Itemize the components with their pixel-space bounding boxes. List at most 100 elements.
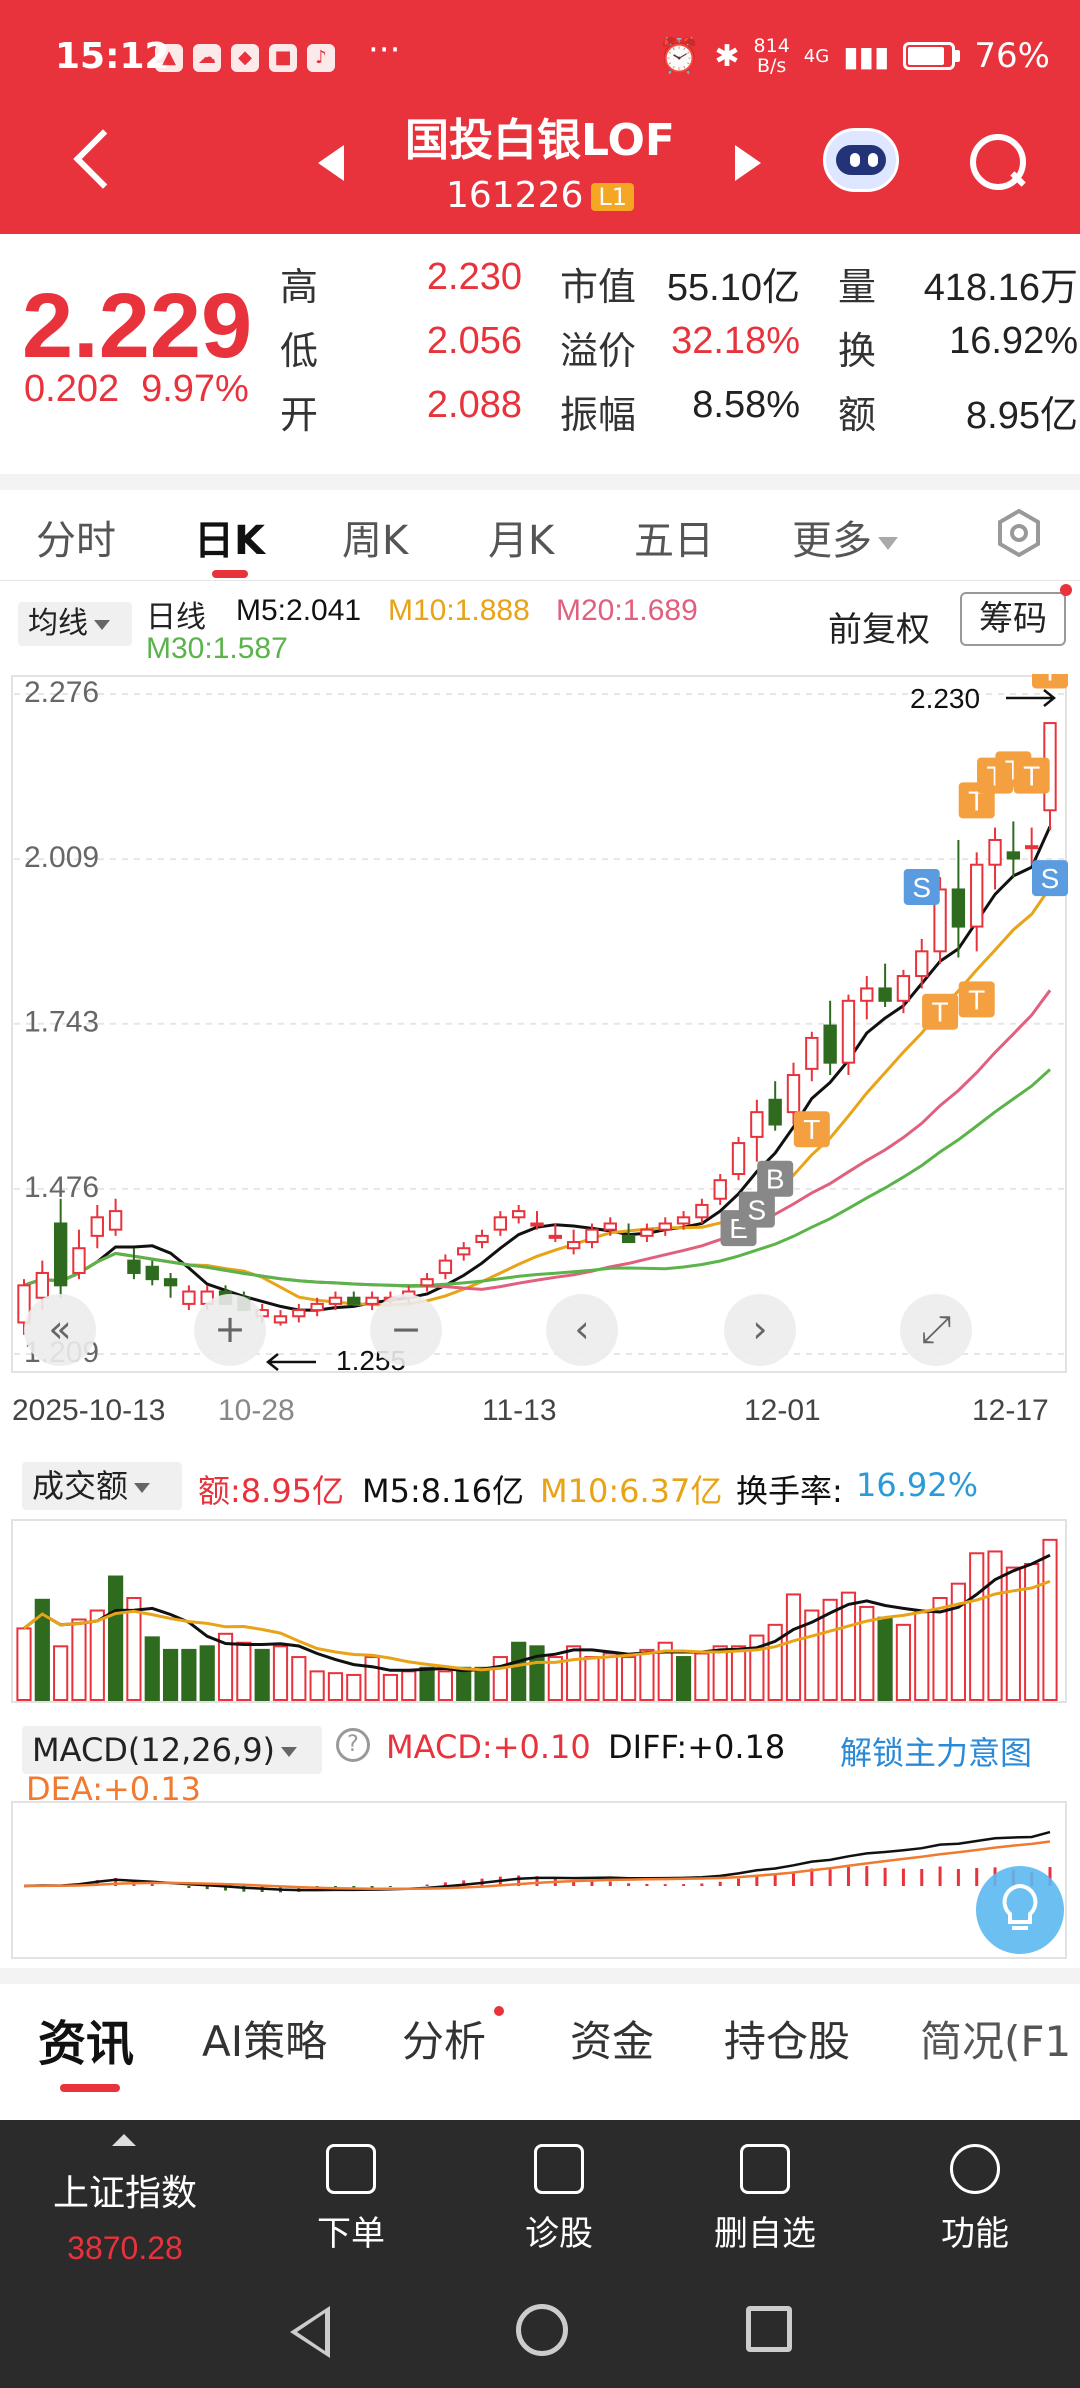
- back-icon[interactable]: [68, 130, 124, 186]
- nav-recents-icon[interactable]: [746, 2306, 792, 2352]
- zoom-in-icon[interactable]: +: [214, 1307, 246, 1351]
- volume-bar: [1005, 1566, 1021, 1701]
- tab-daily-k[interactable]: 日K: [194, 518, 265, 564]
- candle-body: [640, 1228, 654, 1237]
- nav-back-icon[interactable]: [290, 2306, 330, 2358]
- candle-body: [53, 1222, 68, 1287]
- macd-lines: [23, 1830, 1051, 1892]
- ai-robot-icon[interactable]: [823, 128, 899, 192]
- tab-ai-strategy[interactable]: AI策略: [202, 2017, 328, 2066]
- volume-bar: [987, 1550, 1003, 1702]
- place-order-button[interactable]: 下单: [286, 2144, 416, 2255]
- candle-body: [878, 987, 892, 1002]
- candle-body: [970, 863, 984, 928]
- ma-selector-label: 均线: [28, 606, 88, 641]
- prev-stock-icon[interactable]: [318, 145, 344, 181]
- fullscreen-icon[interactable]: ⤢: [921, 1307, 951, 1351]
- robot-eye: [850, 153, 860, 167]
- volume-bar: [840, 1591, 857, 1701]
- order-icon: [326, 2144, 376, 2194]
- tab-weekly-k[interactable]: 周K: [342, 518, 409, 564]
- next-stock-icon[interactable]: [735, 145, 761, 181]
- diff-value: DIFF:+0.18: [608, 1728, 786, 1766]
- volume-bars: [16, 1538, 1058, 1702]
- kline-kind: 日线: [146, 600, 206, 635]
- quote-row: 低 2.056 溢价 32.18% 换 16.92%: [0, 320, 1080, 384]
- adjust-mode[interactable]: 前复权: [828, 610, 930, 650]
- trade-marker-label: S: [1041, 863, 1060, 894]
- candle-body: [768, 1098, 782, 1126]
- functions-button[interactable]: 功能: [910, 2144, 1040, 2255]
- ma10-line: [23, 886, 1052, 1307]
- candle-body: [292, 1309, 306, 1318]
- macd-indicator-selector[interactable]: MACD(12,26,9): [22, 1726, 322, 1774]
- ma-selector[interactable]: 均线: [18, 602, 132, 646]
- nav-home-icon[interactable]: [516, 2304, 568, 2356]
- tab-holdings[interactable]: 持仓股: [724, 2017, 851, 2066]
- chevron-down-icon: [878, 536, 898, 550]
- volume-indicator-selector[interactable]: 成交额: [22, 1462, 182, 1510]
- chart-settings-icon[interactable]: [994, 508, 1044, 558]
- lightbulb-button-bg: [976, 1866, 1064, 1954]
- candle-body: [750, 1111, 764, 1138]
- pan-left-icon-bg: [546, 1294, 618, 1366]
- candle-body: [108, 1210, 123, 1231]
- remove-watchlist-button[interactable]: 删自选: [700, 2144, 830, 2255]
- change-percent: 9.97%: [141, 368, 249, 410]
- pan-left-icon[interactable]: ‹: [574, 1307, 589, 1351]
- lightbulb-button[interactable]: [976, 1866, 1064, 1954]
- candle-body: [933, 888, 947, 953]
- tab-five-day[interactable]: 五日: [634, 518, 714, 564]
- volume-chart[interactable]: [0, 1518, 1080, 1704]
- search-icon[interactable]: [966, 130, 1026, 190]
- pan-right-icon[interactable]: ›: [752, 1307, 767, 1351]
- collapse-icon[interactable]: «: [48, 1307, 71, 1351]
- price-tick: 2.009: [24, 841, 99, 874]
- tab-intraday[interactable]: 分时: [36, 518, 116, 564]
- macd-chart[interactable]: [0, 1800, 1080, 1960]
- diagnose-button[interactable]: 诊股: [494, 2144, 624, 2255]
- tab-more[interactable]: 更多: [792, 508, 898, 566]
- tab-funds[interactable]: 资金: [570, 2017, 655, 2066]
- net-speed-value: 814: [753, 35, 790, 57]
- date-tick: 10-28: [218, 1394, 295, 1427]
- expand-up-icon[interactable]: [112, 2134, 136, 2146]
- tab-monthly-k[interactable]: 月K: [488, 518, 555, 564]
- bottom-toolbar: 上证指数 3870.28 下单 诊股 删自选 功能: [0, 2120, 1080, 2270]
- volume-ma-lines: [23, 1553, 1051, 1673]
- app-notification-icon: ▲: [155, 44, 183, 72]
- diagnose-label: 诊股: [525, 2214, 593, 2254]
- volume-bar: [566, 1645, 582, 1702]
- unlock-main-intent-link[interactable]: 解锁主力意图: [840, 1734, 1033, 1772]
- chip-distribution-button[interactable]: 筹码: [960, 592, 1066, 646]
- tab-news[interactable]: 资讯: [38, 2016, 135, 2072]
- chevron-down-icon: [94, 619, 110, 630]
- candle-body: [1024, 845, 1039, 850]
- index-ticker[interactable]: 上证指数 3870.28: [40, 2150, 210, 2267]
- notification-icons: ▲ ☁ ◆ ■ ♪: [155, 44, 335, 72]
- active-tab-indicator: [212, 570, 248, 578]
- status-right: ⏰ ✱ 814 B/s 4G ▮▮▮ 76%: [658, 36, 1050, 76]
- tab-analysis[interactable]: 分析: [402, 2017, 487, 2066]
- help-icon[interactable]: ?: [336, 1728, 370, 1762]
- ma5-value: M5:2.041: [236, 594, 362, 627]
- candle-body: [823, 1024, 837, 1064]
- volume-m10: M10:6.37亿: [540, 1472, 723, 1510]
- macd-histogram: [40, 1866, 1052, 1893]
- chevron-down-icon: [281, 1747, 298, 1757]
- high-arrow-icon: [1006, 689, 1057, 707]
- remove-icon: [740, 2144, 790, 2194]
- tab-profile[interactable]: 简况(F1: [920, 2017, 1072, 2066]
- candle-body: [35, 1271, 50, 1299]
- volume-bar: [34, 1598, 50, 1701]
- volume-bar: [181, 1648, 197, 1701]
- date-tick: 12-17: [972, 1394, 1049, 1427]
- ma10-value: M10:1.888: [388, 594, 530, 627]
- trade-marker-label: T: [803, 1114, 820, 1145]
- trade-marker-label: T: [932, 997, 949, 1028]
- amplitude-value: 8.58%: [692, 384, 800, 426]
- place-order-label: 下单: [317, 2214, 385, 2254]
- zoom-out-icon[interactable]: −: [390, 1307, 422, 1351]
